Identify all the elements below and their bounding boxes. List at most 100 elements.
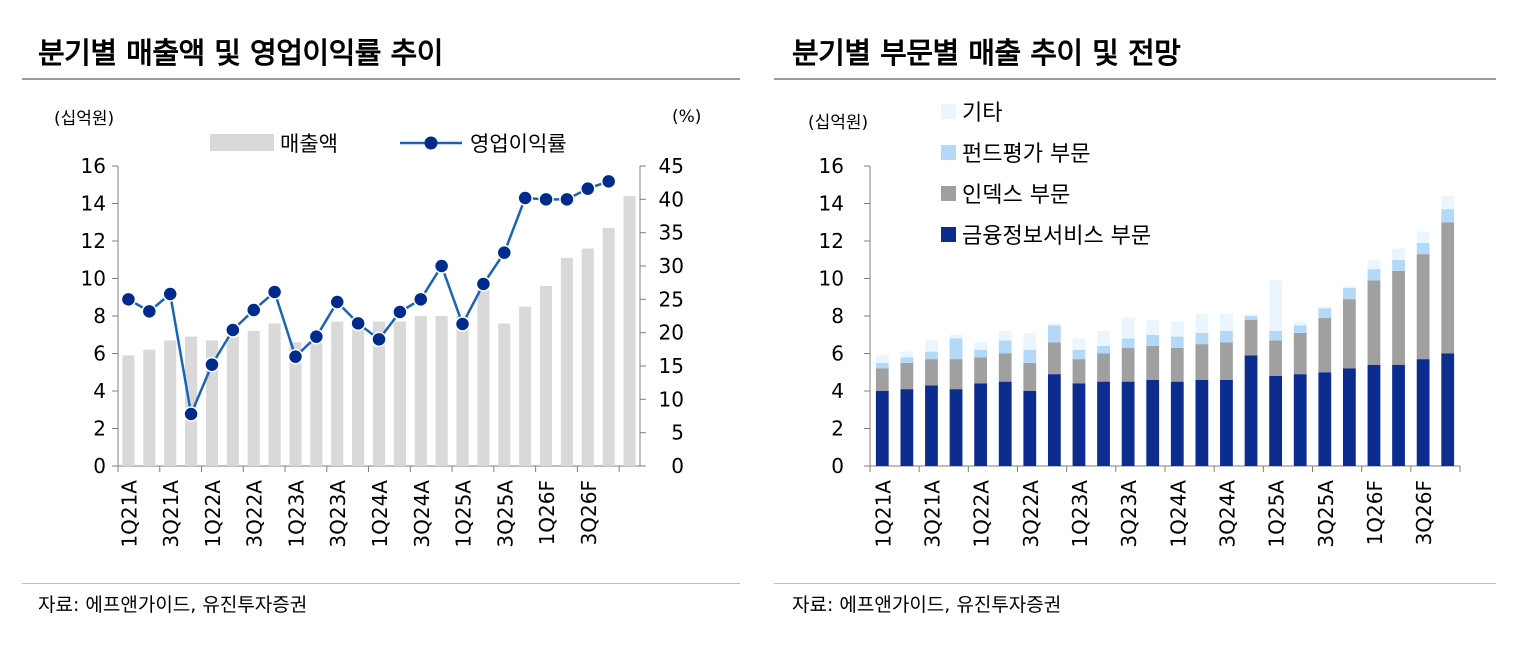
- line-marker: [559, 191, 575, 208]
- stacked-bar-segment: [1392, 271, 1405, 365]
- y-tick-label: 14: [819, 192, 844, 216]
- line-marker: [162, 286, 178, 302]
- stacked-bar-segment: [1220, 379, 1233, 466]
- bar-revenue: [226, 336, 239, 466]
- x-tick-label: 3Q24A: [410, 480, 434, 548]
- y-tick-label-left: 10: [81, 267, 106, 291]
- legend-swatch: [941, 186, 956, 201]
- right-chart-title: 분기별 부문별 매출 추이 및 전망: [792, 36, 1181, 70]
- right-source: 자료: 에프앤가이드, 유진투자증권: [792, 594, 1062, 616]
- right-title-rule: [774, 78, 1496, 80]
- y-tick-label-right: 15: [659, 354, 684, 378]
- legend-bar-label: 매출액: [280, 132, 338, 156]
- line-marker: [204, 356, 220, 373]
- stacked-bar-segment: [1097, 381, 1110, 466]
- y-tick-label-right: 40: [659, 187, 684, 211]
- stacked-bar-segment: [1072, 383, 1086, 466]
- stacked-bar-segment: [1416, 242, 1430, 255]
- bar-revenue: [602, 227, 615, 466]
- x-tick-label: 3Q24A: [1215, 480, 1239, 548]
- stacked-bar-segment: [1220, 342, 1233, 380]
- stacked-bar-segment: [1121, 347, 1135, 382]
- stacked-bar-segment: [998, 353, 1012, 382]
- stacked-bar-segment: [875, 362, 889, 369]
- stacked-bar-segment: [1146, 379, 1160, 466]
- stacked-bar-segment: [1392, 248, 1405, 260]
- y-tick-label-right: 30: [659, 254, 684, 278]
- stacked-bar-segment: [1416, 231, 1430, 243]
- stacked-bar-segment: [974, 383, 988, 466]
- stacked-bar-segment: [1072, 349, 1086, 360]
- bar-revenue: [352, 327, 365, 466]
- stacked-bar-segment: [974, 357, 988, 384]
- stacked-bar-segment: [949, 338, 963, 360]
- y-tick-label-left: 14: [81, 192, 106, 216]
- stacked-bar-segment: [1220, 314, 1233, 331]
- stacked-bar-segment: [1047, 374, 1061, 466]
- legend-swatch: [941, 104, 956, 119]
- stacked-bar-segment: [1293, 332, 1307, 375]
- stacked-bar-segment: [925, 351, 938, 360]
- x-tick-label: 1Q21A: [871, 480, 895, 548]
- stacked-bar-segment: [949, 359, 963, 390]
- left-unit-label: (십억원): [54, 109, 114, 129]
- line-marker: [308, 328, 325, 345]
- stacked-bar-segment: [1170, 381, 1184, 466]
- line-marker: [496, 244, 513, 261]
- x-tick-label: 1Q23A: [1068, 480, 1092, 548]
- y-tick-label-right: 20: [659, 321, 684, 345]
- stacked-bar-segment: [1195, 314, 1209, 333]
- stacked-bar-segment: [998, 331, 1012, 341]
- stacked-bar-segment: [1318, 317, 1332, 373]
- stacked-bar-segment: [1121, 338, 1135, 348]
- bar-revenue: [164, 340, 177, 466]
- stacked-bar-segment: [1072, 338, 1086, 350]
- stacked-bar-segment: [1269, 340, 1283, 376]
- stacked-bar-segment: [1293, 374, 1307, 466]
- bar-revenue: [539, 286, 553, 466]
- stacked-bar-segment: [1023, 349, 1037, 363]
- line-marker: [225, 322, 241, 338]
- stacked-bar-segment: [974, 349, 988, 358]
- stacked-bar-segment: [925, 385, 938, 466]
- stacked-bar-segment: [1170, 336, 1184, 348]
- legend-label: 인덱스 부문: [962, 183, 1070, 208]
- bar-revenue: [393, 321, 406, 466]
- line-marker: [433, 258, 450, 274]
- legend-bar-swatch: [210, 134, 274, 151]
- y-tick-label: 6: [831, 342, 844, 366]
- x-tick-label: 1Q24A: [1166, 480, 1190, 548]
- y-tick-label: 0: [831, 454, 844, 478]
- stacked-bar-segment: [925, 340, 938, 352]
- stacked-bar-segment: [900, 362, 914, 390]
- stacked-bar-segment: [1342, 286, 1356, 288]
- x-tick-label: 1Q25A: [452, 480, 476, 548]
- bar-revenue: [247, 331, 260, 466]
- legend-label: 금융정보서비스 부문: [962, 224, 1151, 249]
- stacked-bar-segment: [1441, 222, 1455, 354]
- stacked-bar-segment: [1318, 306, 1332, 309]
- stacked-bar-segment: [1367, 259, 1381, 270]
- legend-swatch: [941, 145, 956, 160]
- stacked-bar-segment: [1342, 368, 1356, 466]
- line-marker: [454, 316, 471, 332]
- x-tick-label: 3Q26F: [577, 480, 601, 545]
- stacked-bar-segment: [1220, 331, 1233, 343]
- x-tick-label: 1Q21A: [117, 480, 141, 548]
- stacked-bar-segment: [1097, 331, 1110, 346]
- x-tick-label: 3Q25A: [493, 480, 517, 548]
- stacked-bar-segment: [1121, 381, 1135, 466]
- bar-revenue: [560, 257, 573, 466]
- stacked-bar-segment: [875, 368, 889, 391]
- line-marker: [517, 190, 533, 206]
- stacked-bar-segment: [1195, 332, 1209, 345]
- bar-revenue: [581, 248, 594, 466]
- line-marker: [266, 284, 283, 300]
- stacked-bar-segment: [1023, 332, 1037, 350]
- line-marker: [475, 276, 492, 292]
- right-footer-rule: [774, 583, 1496, 584]
- bar-revenue: [498, 323, 511, 466]
- stacked-bar-segment: [925, 359, 938, 386]
- left-chart-title: 분기별 매출액 및 영업이익률 추이: [38, 36, 443, 70]
